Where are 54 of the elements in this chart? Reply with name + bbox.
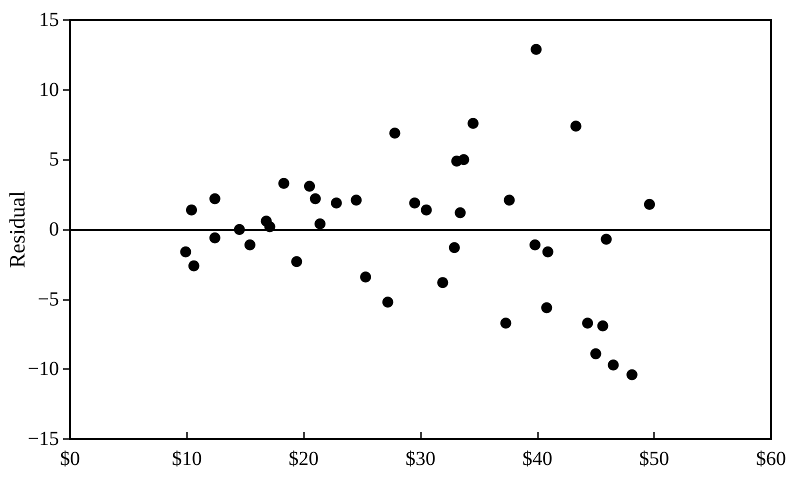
point [500,318,512,329]
x-tick-label: $50 [639,448,670,470]
y-tick-label: 10 [39,78,59,101]
point [291,256,302,268]
point [437,277,448,288]
point [541,302,552,314]
point [530,239,540,250]
point [626,369,638,380]
point [278,178,290,189]
point [420,204,432,216]
point [180,246,192,258]
x-tick-label: $40 [522,448,552,470]
y-axis-title: Residual [4,191,30,268]
point [304,180,316,192]
x-tick-label: $10 [172,448,202,470]
point [458,154,470,166]
y-tick-label: 0 [49,218,59,240]
point [644,198,655,210]
point [209,193,220,204]
x-tick-label: $30 [406,448,436,470]
y-tick-label: 15 [39,9,59,31]
point [314,218,326,230]
point [389,128,400,139]
point [468,118,479,129]
point [454,207,466,218]
point [350,194,362,206]
point [570,120,582,132]
y-tick-label: −10 [28,358,59,380]
point [209,232,220,244]
point [382,296,394,308]
point [188,260,200,272]
point [448,242,460,254]
y-tick-label: −5 [38,288,59,310]
point [504,194,515,206]
point [608,359,619,370]
point [244,239,256,250]
point [542,246,554,258]
point [600,234,612,245]
point [582,318,594,329]
point [409,197,420,208]
y-tick-label: 5 [49,148,59,171]
point [530,44,542,55]
point [264,221,276,232]
point [186,204,198,216]
point [590,348,602,360]
point [330,197,342,208]
x-tick-label: $0 [60,448,80,470]
point [597,320,608,332]
x-tick-label: $60 [756,448,786,470]
point [234,224,245,235]
y-tick-label: −15 [28,428,59,450]
point [310,193,321,204]
x-tick-label: $20 [288,448,319,470]
point [360,271,372,282]
